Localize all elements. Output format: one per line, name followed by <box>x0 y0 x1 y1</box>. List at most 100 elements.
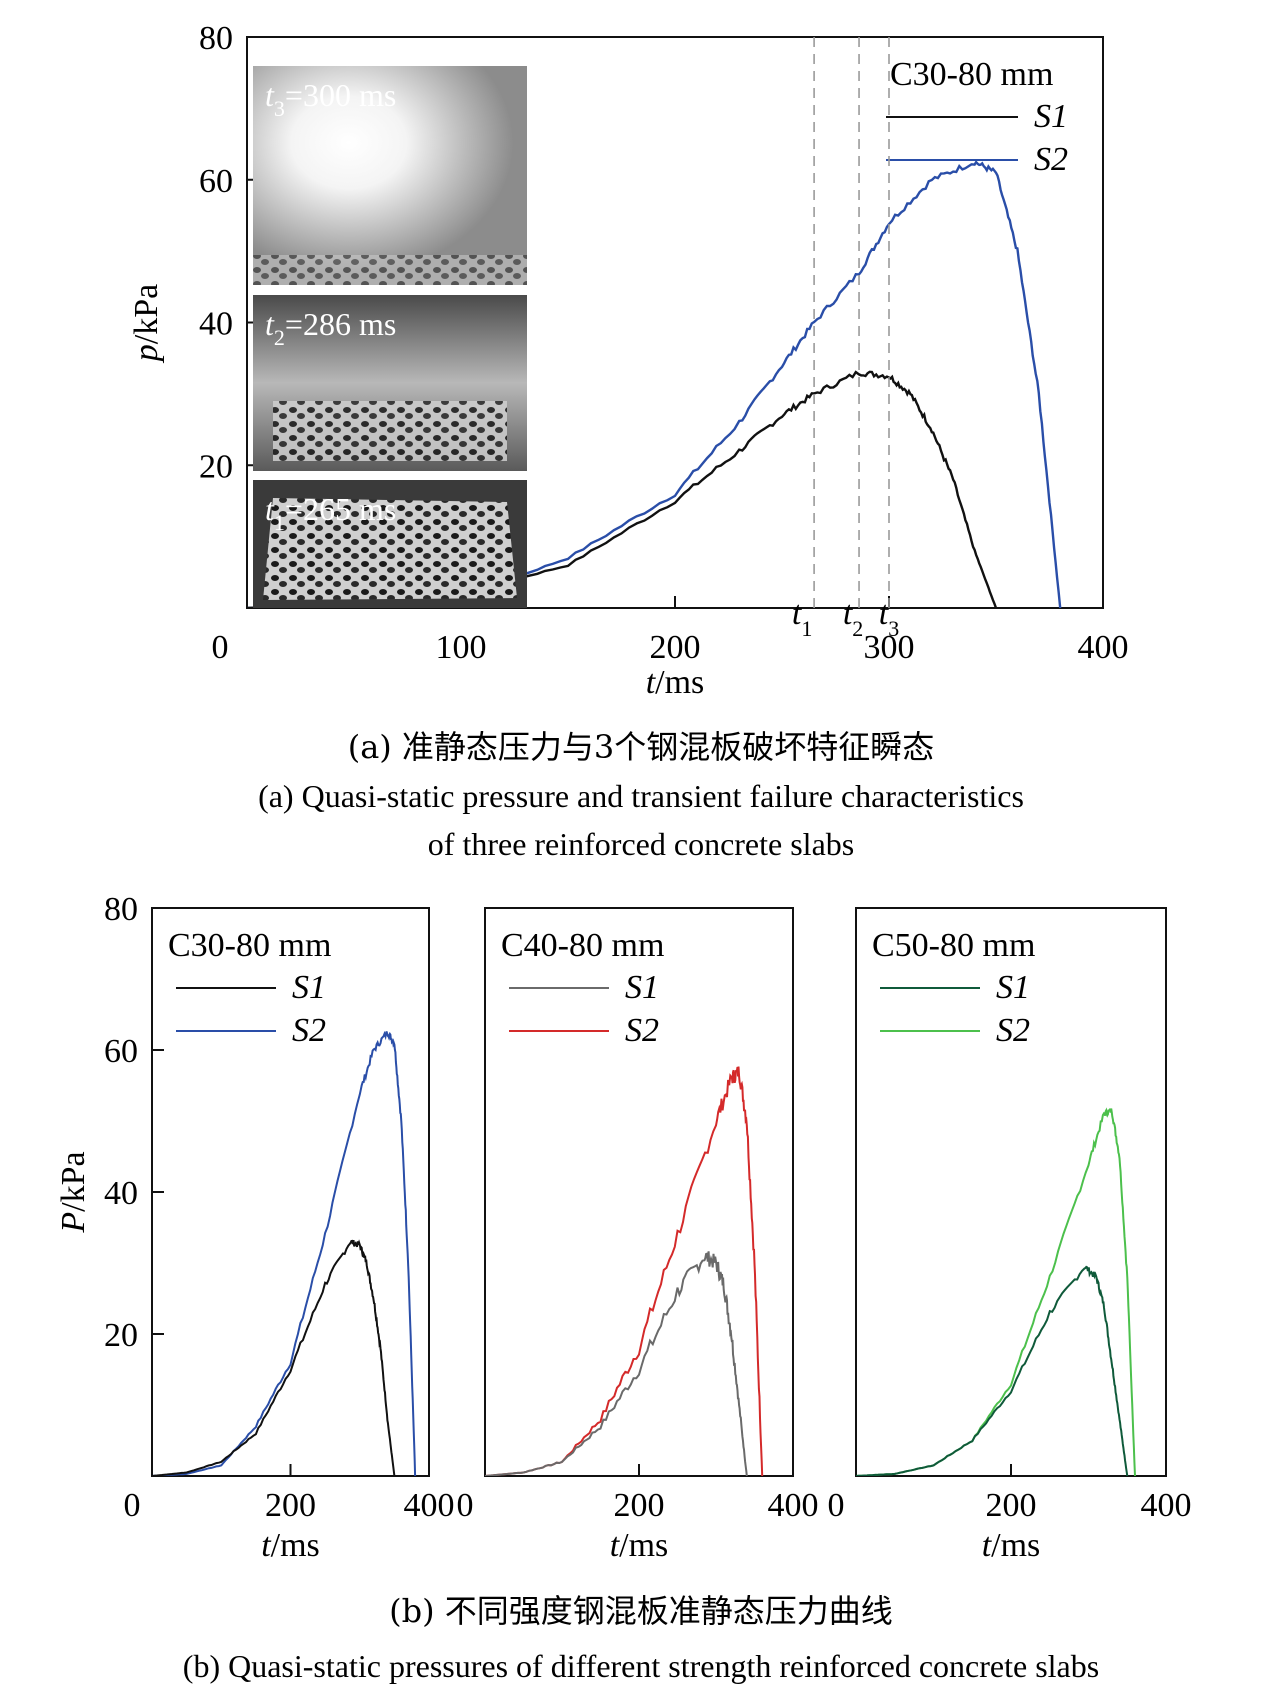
legend-label-s2: S2 <box>996 1012 1030 1049</box>
marker-label-t2: t2 <box>843 595 863 641</box>
y-tick-label: 40 <box>104 1175 138 1212</box>
photo-inset-t1: t1=265 ms <box>253 480 527 608</box>
panel-b-c30: 0 200 400 20 40 60 80 t/ms P/kPa C30-80 mm S1 S2 <box>55 891 455 1564</box>
panel-a: 0 100 200 300 400 20 40 60 80 t/ms p/kPa C30-80 mm S… <box>128 20 1129 701</box>
marker-label-sub: 1 <box>801 616 812 641</box>
panel-b-c50: 0 200 400 t/ms C50-80 mm S1 S2 <box>828 907 1192 1564</box>
x-tick-label: 0 <box>212 629 229 666</box>
x-axis-label-unit: /ms <box>991 1527 1040 1564</box>
legend-label-s1: S1 <box>996 969 1030 1006</box>
legend-title: C40-80 mm <box>501 927 664 964</box>
photo-label-var: t <box>265 77 275 113</box>
x-axis-label: t/ms <box>982 1527 1041 1564</box>
photo-label-var: t <box>265 491 275 527</box>
legend-label-s1: S1 <box>625 969 659 1006</box>
series-line-s1 <box>152 1239 396 1476</box>
x-tick-label: 400 <box>404 1487 455 1524</box>
x-tick-label: 200 <box>265 1487 316 1524</box>
x-axis-label-var: t <box>982 1527 993 1564</box>
series-line-s2 <box>152 1030 417 1476</box>
photo-inset-t3: t3=300 ms <box>253 66 527 285</box>
photo-slab <box>253 255 527 285</box>
photo-label-t1: t1=265 ms <box>265 491 396 535</box>
x-tick-label: 200 <box>650 629 701 666</box>
legend-title: C30-80 mm <box>168 927 331 964</box>
y-tick-label: 60 <box>199 163 233 200</box>
series-line-s1 <box>856 1265 1129 1476</box>
plot-frame <box>151 907 430 1477</box>
marker-label-var: t <box>792 595 803 632</box>
plot-area <box>856 1107 1136 1476</box>
marker-label-t3: t3 <box>879 595 899 641</box>
x-tick-label: 100 <box>436 629 487 666</box>
legend-title: C30-80 mm <box>890 56 1053 93</box>
x-axis-label: t/ms <box>646 664 705 701</box>
x-axis-label-var: t <box>646 664 657 701</box>
x-tick-label: 0 <box>457 1487 474 1524</box>
y-tick-label: 40 <box>199 306 233 343</box>
x-axis-label: t/ms <box>261 1527 320 1564</box>
photo-label-t2: t2=286 ms <box>265 306 396 350</box>
y-tick-label: 20 <box>199 448 233 485</box>
photo-label-sub: 3 <box>274 96 285 121</box>
marker-label-t1: t1 <box>792 595 812 641</box>
legend-label-s2: S2 <box>292 1012 326 1049</box>
y-axis-label: p/kPa <box>128 284 165 363</box>
x-axis-label-var: t <box>261 1527 272 1564</box>
marker-label-sub: 3 <box>888 616 899 641</box>
photo-flash <box>253 66 527 285</box>
x-axis-label-unit: /ms <box>655 664 704 701</box>
legend-title: C50-80 mm <box>872 927 1035 964</box>
x-tick-label: 400 <box>1078 629 1129 666</box>
x-axis-label-var: t <box>610 1527 621 1564</box>
photo-label-rest: =300 ms <box>285 77 396 113</box>
y-axis-label: P/kPa <box>55 1151 92 1233</box>
x-axis-label-unit: /ms <box>619 1527 668 1564</box>
y-tick-label: 80 <box>104 891 138 928</box>
marker-label-sub: 2 <box>852 616 863 641</box>
photo-slab <box>263 498 517 600</box>
panel-b-c40: 0 200 400 t/ms C40-80 mm S1 S2 <box>457 907 819 1564</box>
y-tick-label: 80 <box>199 20 233 57</box>
legend-label-s2: S2 <box>625 1012 659 1049</box>
photo-label-sub: 2 <box>274 325 285 350</box>
series-line-s2 <box>485 1066 764 1476</box>
plot-area <box>152 1030 417 1476</box>
x-tick-label: 0 <box>828 1487 845 1524</box>
x-axis-label-unit: /ms <box>271 1527 320 1564</box>
photo-label-rest: =286 ms <box>285 306 396 342</box>
y-tick-label: 60 <box>104 1033 138 1070</box>
photo-label-var: t <box>265 306 275 342</box>
caption-a-en-line1: (a) Quasi-static pressure and transient … <box>258 778 1024 814</box>
y-axis-label-unit: /kPa <box>128 284 165 344</box>
x-tick-label: 0 <box>124 1487 141 1524</box>
photo-label-rest: =265 ms <box>285 491 396 527</box>
series-line-s1 <box>485 1251 748 1476</box>
x-tick-label: 300 <box>864 629 915 666</box>
x-tick-label: 200 <box>614 1487 665 1524</box>
y-axis-label-var: p <box>128 344 165 363</box>
x-tick-label: 400 <box>1141 1487 1192 1524</box>
y-axis-label-var: P <box>55 1212 92 1234</box>
captions: (a) 准静态压力与3个钢混板破坏特征瞬态 (a) Quasi-static pr… <box>183 728 1099 1684</box>
photo-inset-t2: t2=286 ms <box>253 295 527 471</box>
photo-label-sub: 1 <box>274 510 285 535</box>
x-axis-label: t/ms <box>610 1527 669 1564</box>
plot-area <box>485 1066 764 1476</box>
photo-label-t3: t3=300 ms <box>265 77 396 121</box>
legend-label-s2: S2 <box>1034 141 1068 178</box>
marker-label-var: t <box>879 595 890 632</box>
x-tick-label: 200 <box>986 1487 1037 1524</box>
caption-b-cn: (b) 不同强度钢混板准静态压力曲线 <box>389 1592 893 1630</box>
marker-label-var: t <box>843 595 854 632</box>
caption-b-en: (b) Quasi-static pressures of different … <box>183 1648 1099 1684</box>
y-tick-label: 20 <box>104 1317 138 1354</box>
legend-label-s1: S1 <box>292 969 326 1006</box>
legend-label-s1: S1 <box>1034 98 1068 135</box>
caption-a-en-line2: of three reinforced concrete slabs <box>428 826 854 862</box>
photo-slab <box>273 401 507 461</box>
series-line-s2 <box>856 1107 1136 1476</box>
caption-a-cn: (a) 准静态压力与3个钢混板破坏特征瞬态 <box>348 728 935 766</box>
x-tick-label: 400 <box>768 1487 819 1524</box>
